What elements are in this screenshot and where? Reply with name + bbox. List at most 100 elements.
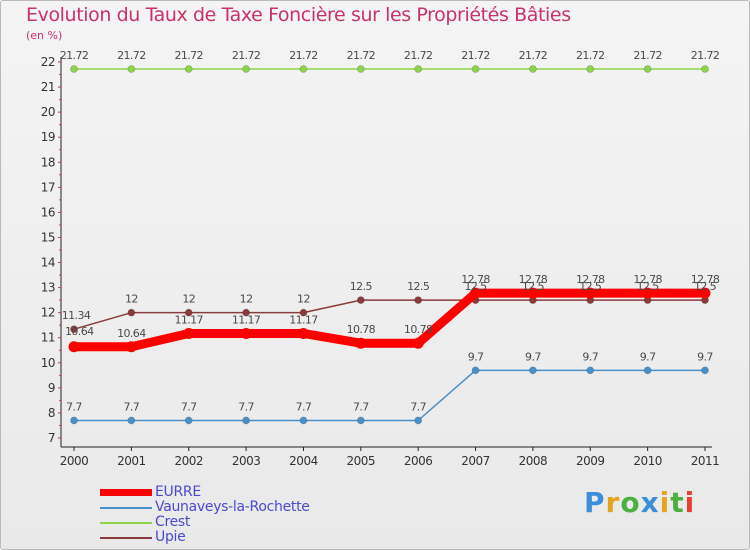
data-label: 9.7 [697, 350, 713, 363]
data-point [184, 416, 193, 425]
data-point [470, 287, 482, 299]
data-point [125, 341, 137, 353]
y-tick-label: 13 [41, 281, 55, 295]
data-point [529, 366, 537, 375]
data-point [586, 65, 595, 73]
data-point [414, 65, 423, 73]
proxiti-logo: Proxiti [584, 486, 695, 519]
legend-swatch-eurre [100, 489, 152, 496]
data-label: 12 [297, 293, 310, 306]
data-label: 21.72 [691, 49, 720, 62]
data-label: 12 [125, 293, 138, 306]
y-tick-label: 10 [41, 356, 55, 370]
y-tick-label: 20 [41, 105, 55, 119]
data-point [355, 337, 367, 349]
legend-swatch-upie [100, 537, 152, 539]
x-tick-label: 2005 [347, 454, 376, 468]
x-tick-label: 2007 [461, 454, 490, 468]
data-label: 12.5 [579, 280, 602, 293]
legend-label-upie: Upie [155, 529, 186, 545]
data-point [70, 325, 78, 334]
legend-swatch-vaunaveys [100, 507, 152, 509]
data-point [584, 287, 596, 299]
data-point [643, 366, 652, 375]
data-label: 10.78 [404, 323, 433, 336]
x-tick-label: 2008 [519, 454, 548, 468]
data-label: 12.5 [694, 280, 717, 293]
data-point [356, 65, 365, 73]
data-point [297, 327, 309, 339]
data-label: 21.72 [404, 49, 433, 62]
x-tick-label: 2011 [691, 454, 720, 468]
x-tick-label: 2010 [633, 454, 662, 468]
data-label: 12.5 [464, 280, 487, 293]
data-point [356, 296, 365, 305]
data-point [414, 296, 423, 305]
data-label: 7.7 [66, 400, 82, 413]
data-point [184, 308, 193, 317]
data-point [70, 416, 78, 425]
data-label: 12 [240, 293, 253, 306]
data-label: 21.72 [347, 49, 376, 62]
data-label: 7.7 [181, 400, 197, 413]
data-point [701, 65, 709, 73]
data-label: 12.78 [519, 273, 548, 286]
data-label: 9.7 [640, 350, 656, 363]
data-point [127, 65, 136, 73]
data-point [299, 65, 308, 73]
data-point [127, 308, 136, 317]
y-tick-label: 14 [41, 256, 55, 270]
data-label: 11.17 [232, 313, 261, 326]
data-point [127, 416, 136, 425]
data-label: 7.7 [296, 400, 312, 413]
data-label: 9.7 [525, 350, 541, 363]
data-label: 12.78 [576, 273, 605, 286]
logo-letter: x [640, 486, 660, 519]
unit-label: (en %) [26, 29, 63, 42]
data-point [240, 327, 252, 339]
y-tick-label: 16 [41, 205, 55, 219]
data-point [699, 287, 711, 299]
data-point [471, 65, 480, 73]
data-label: 12.78 [691, 273, 720, 286]
x-tick-label: 2003 [232, 454, 261, 468]
y-tick-label: 22 [41, 55, 55, 69]
logo-letter: r [605, 486, 621, 519]
data-label: 12.5 [407, 280, 430, 293]
x-tick-label: 2000 [60, 454, 89, 468]
data-label: 7.7 [353, 400, 369, 413]
data-label: 7.7 [238, 400, 254, 413]
data-point [183, 327, 195, 339]
y-tick-label: 19 [41, 130, 55, 144]
x-tick-label: 2009 [576, 454, 605, 468]
data-point [642, 287, 654, 299]
data-point [414, 416, 423, 425]
data-label: 21.72 [576, 49, 605, 62]
data-point [586, 366, 595, 375]
legend-label-vaunaveys: Vaunaveys-la-Rochette [155, 499, 310, 515]
data-label: 21.72 [117, 49, 146, 62]
data-label: 12.5 [350, 280, 373, 293]
legend-label-eurre: EURRE [155, 484, 201, 500]
data-point [356, 416, 365, 425]
data-label: 12.5 [637, 280, 660, 293]
data-label: 21.72 [519, 49, 548, 62]
data-label: 11.17 [174, 313, 203, 326]
data-point [299, 308, 308, 317]
series-line-upie [73, 299, 706, 330]
chart-title: Evolution du Taux de Taxe Foncière sur l… [26, 4, 571, 26]
data-label: 12.78 [461, 273, 490, 286]
data-point [68, 341, 80, 353]
legend-label-crest: Crest [155, 514, 191, 530]
y-tick-label: 18 [41, 155, 55, 169]
logo-letter: o [620, 486, 641, 519]
data-point [299, 416, 308, 425]
data-point [70, 65, 78, 73]
y-tick-label: 11 [41, 331, 55, 345]
data-label: 9.7 [468, 350, 484, 363]
x-tick-label: 2004 [289, 454, 318, 468]
logo-letter: t [670, 486, 685, 519]
data-point [701, 366, 709, 375]
y-tick-label: 7 [48, 431, 55, 445]
